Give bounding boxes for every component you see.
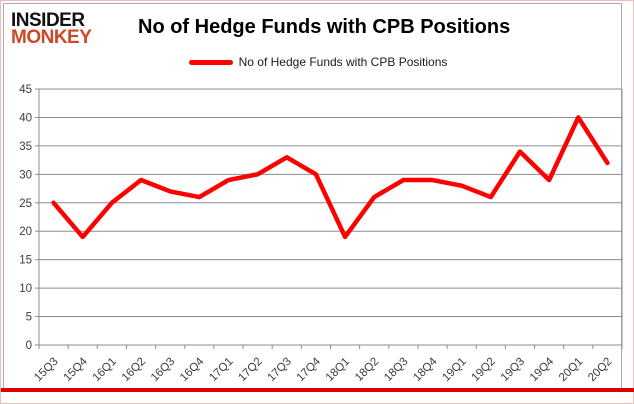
- logo-line2: MONKEY: [11, 27, 92, 49]
- x-axis-label: 16Q2: [120, 356, 148, 384]
- x-axis-label: 17Q4: [295, 355, 324, 384]
- x-axis-label: 18Q2: [353, 356, 381, 384]
- x-axis-label: 16Q4: [178, 355, 207, 384]
- bottom-red-bar: [1, 388, 634, 392]
- legend: No of Hedge Funds with CPB Positions: [1, 55, 634, 69]
- x-axis-label: 17Q3: [266, 356, 294, 384]
- x-axis-label: 19Q2: [470, 356, 498, 384]
- insider-monkey-logo: INSIDER MONKEY: [11, 10, 92, 49]
- x-axis-label: 17Q2: [236, 356, 264, 384]
- x-axis-label: 18Q1: [324, 356, 352, 384]
- page-title: No of Hedge Funds with CPB Positions: [138, 16, 511, 38]
- x-axis-label: 19Q1: [440, 356, 468, 384]
- data-line-series: [51, 115, 610, 240]
- x-axis-label: 19Q4: [528, 355, 557, 384]
- y-axis-label: 30: [19, 169, 32, 181]
- x-axis-label: 16Q1: [91, 356, 119, 384]
- y-axis-label: 35: [19, 141, 32, 153]
- y-axis-label: 15: [19, 255, 32, 267]
- legend-line-swatch-icon: [188, 59, 233, 65]
- x-axis-label: 19Q3: [499, 356, 527, 384]
- x-axis-label: 20Q2: [586, 356, 614, 384]
- x-axis-label: 18Q3: [382, 356, 410, 384]
- x-axis-label: 16Q3: [149, 356, 177, 384]
- y-axis-label: 40: [19, 112, 32, 124]
- y-axis-label: 5: [26, 312, 32, 324]
- y-axis-label: 45: [19, 84, 32, 96]
- x-axis-label: 15Q3: [32, 356, 60, 384]
- x-axis-label: 17Q1: [207, 356, 235, 384]
- y-axis-label: 25: [19, 198, 32, 210]
- chart-frame: [3, 3, 622, 389]
- logo-line1: INSIDER: [11, 10, 85, 31]
- line-chart-svg: 0 5 10 15 20 25 30 35 40 45 15Q3 15Q4 16Q1 16Q2 16Q3 16…: [19, 84, 623, 384]
- legend-label: No of Hedge Funds with CPB Positions: [238, 55, 448, 69]
- y-axis-label: 10: [19, 283, 32, 295]
- y-axis-label: 0: [26, 340, 32, 352]
- x-axis-label: 18Q4: [411, 355, 440, 384]
- y-axis-label: 20: [19, 226, 32, 238]
- x-axis-label: 20Q1: [557, 356, 585, 384]
- chart-area: 0 5 10 15 20 25 30 35 40 45 15Q3 15Q4 16Q1 16Q2 16Q3 16…: [1, 83, 634, 387]
- x-axis-label: 15Q4: [61, 355, 90, 384]
